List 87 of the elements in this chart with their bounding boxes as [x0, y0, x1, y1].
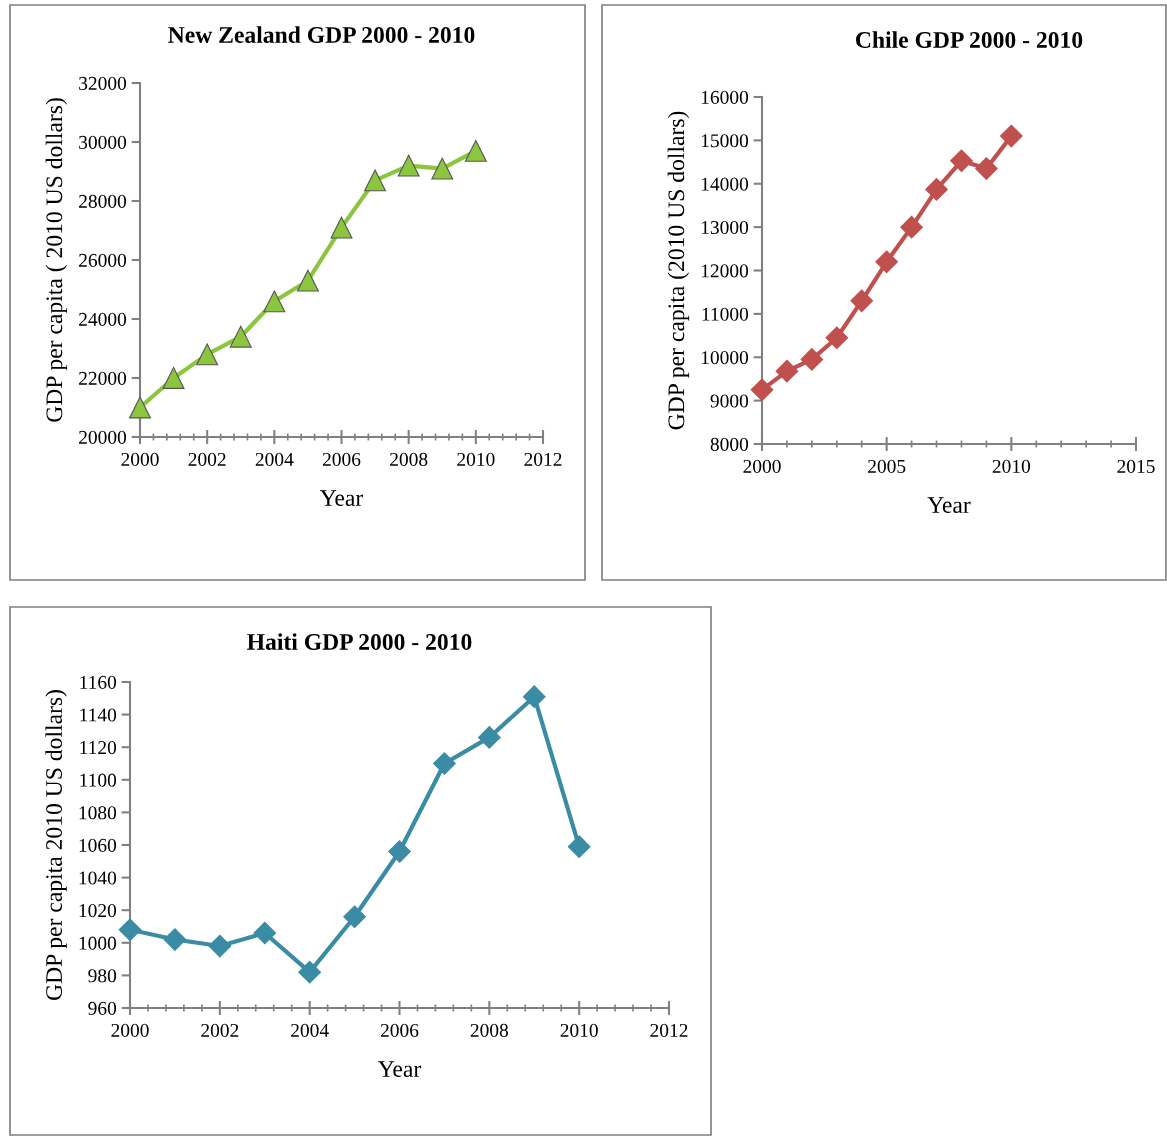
- y-tick-label: 28000: [79, 194, 127, 208]
- chart-title: New Zealand GDP 2000 - 2010: [168, 26, 475, 43]
- x-tick-label: 2004: [291, 1023, 329, 1037]
- x-tick-label: 2004: [255, 452, 294, 466]
- x-tick-label: 2015: [1117, 459, 1155, 473]
- x-tick-label: 2006: [322, 452, 361, 466]
- y-tick-label: 10000: [701, 351, 749, 365]
- y-tick-label: 20000: [79, 430, 127, 444]
- point: [999, 124, 1023, 148]
- y-tick-label: 8000: [710, 437, 749, 451]
- y-tick-label: 9000: [710, 394, 749, 408]
- x-tick-label: 2006: [380, 1023, 419, 1037]
- y-tick-label: 22000: [79, 371, 127, 385]
- y-axis-title: GDP per capita (2010 US dollars): [667, 111, 690, 430]
- y-tick-label: 1040: [79, 871, 117, 885]
- point: [163, 928, 187, 951]
- y-tick-label: 1000: [79, 936, 117, 950]
- x-tick-label: 2012: [650, 1023, 688, 1037]
- x-tick-label: 2010: [560, 1023, 598, 1037]
- y-tick-label: 16000: [701, 90, 749, 104]
- x-tick-label: 2000: [743, 459, 781, 473]
- y-tick-label: 1140: [80, 708, 117, 722]
- point: [750, 378, 774, 402]
- point: [950, 149, 973, 173]
- x-tick-label: 2000: [121, 452, 159, 466]
- y-tick-label: 32000: [79, 76, 127, 90]
- point: [208, 934, 232, 958]
- y-tick-label: 980: [88, 969, 117, 983]
- x-tick-label: 2010: [992, 459, 1031, 473]
- x-tick-label: 2000: [111, 1023, 149, 1037]
- y-tick-label: 1120: [80, 741, 117, 755]
- point: [343, 905, 366, 929]
- y-tick-label: 1160: [80, 675, 117, 689]
- point: [263, 290, 286, 313]
- y-tick-label: 960: [88, 1001, 117, 1015]
- point: [522, 685, 546, 709]
- point: [775, 359, 799, 383]
- point: [129, 396, 151, 419]
- y-tick-label: 13000: [701, 220, 749, 235]
- x-axis-title: Year: [378, 1061, 422, 1077]
- point: [298, 960, 322, 984]
- y-tick-label: 12000: [701, 264, 749, 278]
- point: [431, 157, 454, 180]
- point: [825, 326, 849, 350]
- y-axis-title: GDP per capita 2010 US dollars): [45, 690, 67, 1000]
- x-tick-label: 2012: [524, 452, 562, 466]
- point: [364, 169, 387, 192]
- point: [900, 215, 923, 239]
- point: [253, 921, 277, 945]
- chart-title: Haiti GDP 2000 - 2010: [247, 633, 472, 650]
- point: [296, 269, 319, 292]
- point: [388, 840, 411, 863]
- point: [567, 835, 591, 858]
- x-axis-title: Year: [927, 497, 971, 513]
- point: [196, 343, 219, 366]
- y-tick-label: 26000: [79, 253, 127, 267]
- point: [118, 918, 142, 942]
- point: [464, 139, 487, 162]
- point: [975, 157, 998, 180]
- x-tick-label: 2008: [390, 452, 428, 466]
- y-tick-label: 15000: [701, 134, 749, 148]
- point: [162, 367, 185, 389]
- point: [330, 216, 353, 239]
- y-tick-label: 1080: [79, 806, 117, 820]
- chart-title: Chile GDP 2000 - 2010: [856, 31, 1083, 48]
- x-tick-label: 2008: [470, 1023, 509, 1037]
- point: [433, 752, 456, 775]
- point: [229, 325, 252, 348]
- y-axis-title: GDP per capita ( 2010 US dollars): [45, 98, 68, 422]
- point: [397, 154, 420, 177]
- x-axis-title: Year: [320, 490, 364, 506]
- y-tick-label: 14000: [701, 177, 749, 191]
- x-tick-label: 2002: [188, 452, 226, 466]
- y-tick-label: 30000: [79, 135, 127, 149]
- point: [850, 289, 874, 313]
- x-tick-label: 2002: [201, 1023, 239, 1037]
- y-tick-label: 24000: [79, 312, 127, 326]
- y-tick-label: 1060: [79, 838, 117, 852]
- point: [875, 250, 899, 274]
- point: [800, 348, 824, 371]
- y-tick-label: 1100: [80, 773, 117, 787]
- x-tick-label: 2005: [868, 459, 906, 473]
- x-tick-label: 2010: [457, 452, 495, 466]
- y-tick-label: 11000: [702, 307, 749, 321]
- point: [925, 178, 948, 201]
- point: [477, 726, 501, 749]
- y-tick-label: 1020: [79, 904, 117, 918]
